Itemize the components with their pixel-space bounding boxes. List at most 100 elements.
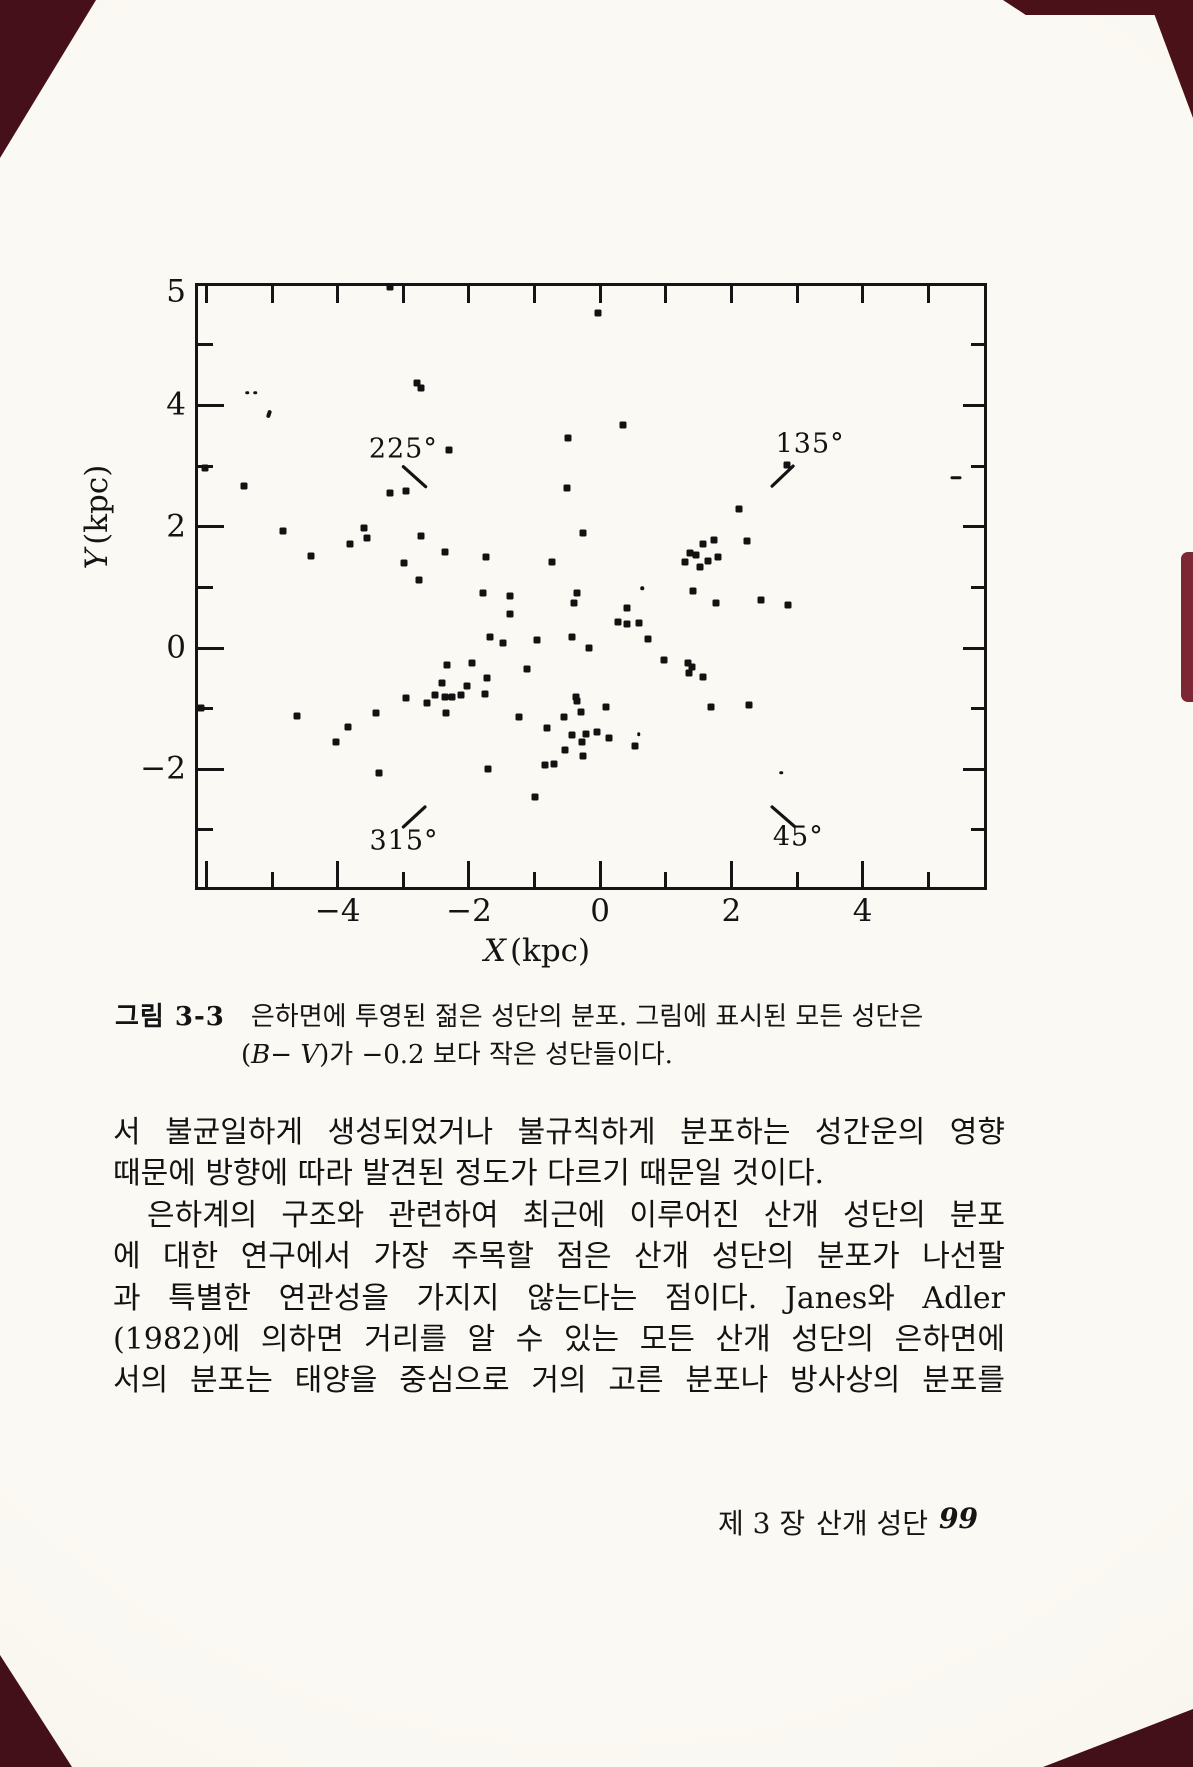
y-tick (971, 585, 984, 589)
data-point (594, 309, 602, 317)
data-point (372, 709, 380, 717)
x-tick (336, 286, 340, 303)
x-tick (926, 286, 930, 303)
direction-line (401, 465, 428, 489)
data-point (506, 592, 514, 600)
data-point (541, 761, 549, 769)
x-tick (533, 872, 537, 887)
data-point (533, 636, 541, 644)
x-tick (336, 861, 340, 887)
data-point (561, 746, 569, 754)
y-tick (971, 464, 984, 468)
x-tick-label: 0 (590, 893, 611, 929)
data-point (441, 693, 449, 701)
data-point (486, 633, 494, 641)
data-point (417, 532, 425, 540)
footer-chapter: 제 3 장 (718, 1507, 806, 1540)
data-point (660, 656, 668, 664)
x-axis-unit: (kpc) (509, 933, 591, 969)
data-point (710, 536, 718, 544)
data-point (699, 673, 707, 681)
data-point (344, 723, 352, 731)
y-axis-title: Y (kpc) (79, 465, 115, 570)
data-point (696, 563, 704, 571)
data-point (579, 752, 587, 760)
data-point (585, 644, 593, 652)
body-line: 은하계의 구조와 관련하여 최근에 이루어진 산개 성단의 분포 (147, 1197, 1005, 1233)
data-point (523, 665, 531, 673)
y-tick (198, 585, 213, 589)
data-point (360, 524, 368, 532)
x-tick (729, 861, 733, 887)
scan-artifact-top-right (1149, 0, 1193, 118)
direction-lines (401, 464, 796, 829)
y-tick (198, 403, 224, 407)
data-point (442, 709, 450, 717)
x-tick (205, 286, 209, 303)
scan-artifact-bottom-right (1043, 1709, 1193, 1767)
x-tick (926, 872, 930, 887)
data-point (431, 691, 439, 699)
data-point (578, 738, 586, 746)
body-line: 때문에 방향에 따라 발견된 정도가 다르기 때문일 것이다. (113, 1156, 825, 1192)
data-point (423, 699, 431, 707)
data-point (692, 551, 700, 559)
data-point (386, 283, 394, 291)
x-tick-label: 4 (852, 893, 873, 929)
data-point (550, 760, 558, 768)
y-tick (198, 707, 213, 711)
data-point (445, 446, 453, 454)
y-tick (963, 646, 984, 650)
scan-artifact-top-edge (1003, 0, 1193, 15)
figure-caption-line1: 은하면에 투영된 젊은 성단의 분포. 그림에 표시된 모든 성단은 (250, 1002, 924, 1032)
data-point (386, 489, 394, 497)
body-line: 과 특별한 연관성을 가지지 않는다는 점이다. Janes와 Adler (113, 1280, 1005, 1316)
data-point (570, 599, 578, 607)
data-point (623, 604, 631, 612)
direction-line (770, 464, 795, 488)
data-point (279, 527, 287, 535)
data-point (438, 679, 446, 687)
data-point (684, 659, 692, 667)
data-point (631, 742, 639, 750)
y-tick (963, 403, 984, 407)
data-point (201, 464, 209, 472)
data-point (240, 482, 248, 490)
data-point (483, 674, 491, 682)
data-point (743, 537, 751, 545)
data-point (605, 734, 613, 742)
footer-section: 산개 성단 (816, 1507, 929, 1540)
x-tick (270, 286, 274, 303)
data-point (681, 558, 689, 566)
data-point (402, 694, 410, 702)
data-point (579, 529, 587, 537)
y-tick (198, 343, 213, 347)
data-point (950, 475, 962, 480)
x-tick (401, 286, 405, 303)
data-point (307, 552, 315, 560)
footer-page-number: 99 (939, 1502, 978, 1535)
data-point (515, 713, 523, 721)
data-point (783, 461, 791, 469)
x-tick (270, 872, 274, 887)
x-tick (598, 861, 602, 887)
y-tick-label: −2 (140, 750, 186, 787)
data-point (499, 639, 507, 647)
y-tick (971, 343, 984, 347)
y-tick (198, 646, 224, 650)
color-index-B: B (251, 1040, 271, 1070)
data-point (293, 712, 301, 720)
y-tick (198, 828, 213, 832)
body-text: 서 불균일하게 생성되었거나 불규칙하게 분포하는 성간운의 영향 때문에 방향에… (113, 1112, 1005, 1402)
direction-line (770, 805, 796, 828)
data-point (685, 669, 693, 677)
data-point (757, 596, 765, 604)
scan-artifact-bottom-left (0, 1655, 72, 1767)
x-tick-label: 2 (721, 893, 742, 929)
data-point (413, 379, 421, 387)
data-point (688, 663, 696, 671)
data-point (577, 708, 585, 716)
x-tick (795, 286, 799, 303)
data-point (689, 587, 697, 595)
data-point (573, 697, 581, 705)
